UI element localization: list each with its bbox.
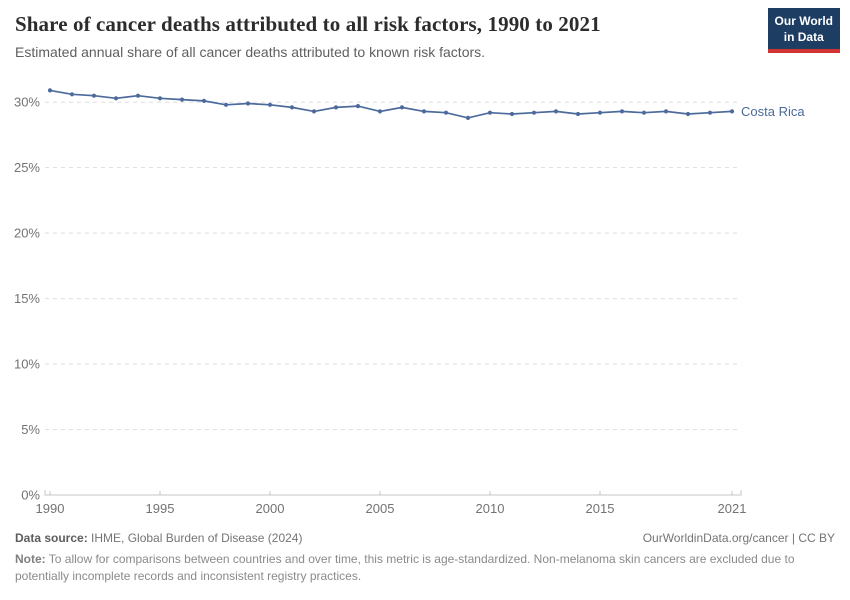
owid-logo-line1: Our World: [774, 14, 833, 28]
data-point[interactable]: [311, 109, 317, 114]
x-tick-label: 2015: [586, 501, 615, 516]
data-point[interactable]: [421, 109, 427, 114]
data-point[interactable]: [47, 88, 53, 93]
chart-subtitle: Estimated annual share of all cancer dea…: [15, 44, 486, 60]
data-point[interactable]: [289, 105, 295, 110]
data-point[interactable]: [69, 92, 75, 97]
data-point[interactable]: [641, 110, 647, 115]
data-point[interactable]: [575, 111, 581, 117]
x-tick-label: 2005: [366, 501, 395, 516]
y-tick-label: 20%: [14, 226, 40, 241]
attribution-link[interactable]: OurWorldinData.org/cancer | CC BY: [642, 531, 835, 545]
line-chart: 0% 5% 10% 15% 20% 25% 30% 1990 1995 2000 2005 2010 2…: [14, 88, 805, 516]
x-tick-label: 2000: [256, 501, 285, 516]
data-point[interactable]: [707, 110, 713, 115]
x-tick-label: 1995: [146, 501, 175, 516]
data-point[interactable]: [377, 109, 383, 114]
data-point[interactable]: [729, 109, 735, 114]
data-source: Data source: IHME, Global Burden of Dise…: [15, 531, 302, 545]
data-source-value: IHME, Global Burden of Disease (2024): [87, 531, 303, 545]
data-point[interactable]: [267, 102, 273, 107]
chart-title: Share of cancer deaths attributed to all…: [15, 12, 601, 36]
data-point[interactable]: [663, 109, 669, 114]
data-point[interactable]: [355, 104, 361, 109]
data-source-label: Data source:: [15, 531, 88, 545]
y-tick-label: 30%: [14, 95, 40, 110]
data-point[interactable]: [113, 96, 119, 101]
chart-note: Note: To allow for comparisons between c…: [15, 551, 835, 585]
data-point[interactable]: [91, 93, 97, 98]
data-point[interactable]: [333, 105, 339, 110]
series-label-costa-rica[interactable]: Costa Rica: [741, 104, 805, 119]
data-point[interactable]: [531, 110, 537, 115]
note-value: To allow for comparisons between countri…: [15, 552, 795, 583]
data-point[interactable]: [399, 105, 405, 110]
y-tick-label: 10%: [14, 357, 40, 372]
x-tick-label: 2010: [476, 501, 505, 516]
data-point[interactable]: [245, 101, 251, 106]
data-point[interactable]: [487, 110, 493, 115]
data-point[interactable]: [509, 111, 515, 117]
data-point[interactable]: [157, 96, 163, 101]
y-tick-label: 0%: [21, 488, 40, 503]
trend-line[interactable]: [49, 89, 733, 119]
note-label: Note:: [15, 552, 46, 566]
data-point[interactable]: [223, 102, 229, 107]
data-point[interactable]: [179, 97, 185, 102]
data-point[interactable]: [619, 109, 625, 114]
chart-footer: Data source: IHME, Global Burden of Dise…: [15, 531, 835, 585]
data-point[interactable]: [685, 111, 691, 117]
data-point[interactable]: [135, 93, 141, 98]
data-point[interactable]: [201, 98, 207, 103]
data-point[interactable]: [443, 110, 449, 115]
y-tick-label: 25%: [14, 160, 40, 175]
y-tick-label: 15%: [14, 291, 40, 306]
data-point[interactable]: [465, 115, 471, 120]
owid-logo[interactable]: Our World in Data: [767, 8, 840, 54]
y-tick-label: 5%: [21, 422, 40, 437]
chart-header: Share of cancer deaths attributed to all…: [15, 12, 765, 60]
data-point[interactable]: [553, 109, 559, 114]
data-point[interactable]: [597, 110, 603, 115]
x-tick-label: 1990: [36, 501, 65, 516]
x-tick-label: 2021: [718, 501, 747, 516]
x-axis-line: [44, 490, 742, 496]
owid-logo-line2: in Data: [783, 29, 824, 44]
